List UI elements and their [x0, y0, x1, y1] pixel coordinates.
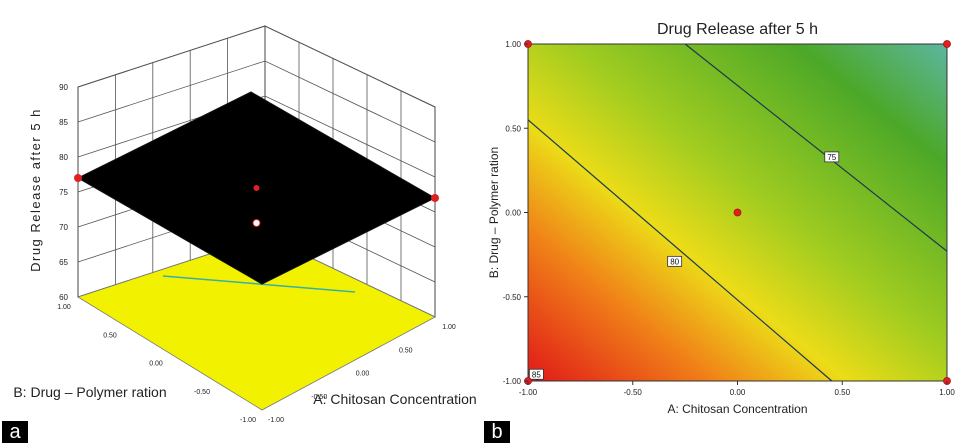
contour-label: 75	[827, 153, 836, 162]
y-tick-label: -0.50	[503, 293, 522, 302]
z-tick-label: 85	[59, 118, 68, 127]
design-point	[733, 208, 742, 217]
design-point	[252, 219, 261, 227]
z-tick-label: 65	[59, 258, 68, 267]
x-tick-label: 0.50	[834, 388, 850, 397]
wall-gridline	[77, 95, 436, 178]
z-tick-label: 75	[59, 188, 68, 197]
y-tick-label: -1.00	[240, 417, 256, 424]
contour-label-box	[667, 255, 683, 267]
contour-label-box	[528, 368, 544, 380]
x-tick-label: -1.00	[519, 388, 538, 397]
surface-plot: 90 85 80 75 70 65 60 1.00 0.50 0.00 -0.50 -1.00 -1.0…	[13, 25, 477, 424]
z-tick-label: 80	[59, 153, 68, 162]
y-tick-label: 1.00	[57, 304, 71, 311]
design-point	[253, 185, 260, 191]
surface-plot-panel: 90 85 80 75 70 65 60 1.00 0.50 0.00 -0.50 -1.00 -1.0…	[0, 0, 482, 443]
wall-gridline	[77, 25, 436, 108]
contour-plot: Drug Release after 5 h 75 80 85 -1.00 -0.50 0.…	[487, 21, 955, 416]
y-axis-title: B: Drug – Polymer ration	[487, 147, 501, 278]
floor-contour-line	[162, 275, 356, 293]
surface-axes: 90 85 80 75 70 65 60 1.00 0.50 0.00 -0.50 -1.00 -1.0…	[13, 25, 477, 424]
x-tick-label: 1.00	[939, 388, 955, 397]
y-tick-label: 0.50	[103, 332, 117, 339]
x-tick-label: 1.00	[442, 324, 456, 331]
contour-label: 80	[670, 257, 679, 266]
z-axis-title: Drug Release after 5 h	[28, 108, 43, 272]
contour-line	[527, 119, 833, 382]
y-tick-label: 0.00	[505, 209, 521, 218]
y-axis-title: B: Drug – Polymer ration	[13, 384, 166, 400]
contour-label-box	[824, 151, 840, 163]
y-tick-label: -0.50	[194, 389, 210, 396]
design-point	[431, 194, 439, 202]
contour-plot-panel: Drug Release after 5 h 75 80 85 -1.00 -0.50 0.…	[484, 0, 965, 443]
floor-projection	[77, 235, 436, 411]
x-tick-label: -0.50	[311, 394, 327, 401]
x-tick-label: -0.50	[624, 388, 643, 397]
y-tick-label: 0.50	[505, 124, 521, 133]
x-axis-title: A: Chitosan Concentration	[313, 391, 476, 407]
x-tick-label: 0.00	[356, 371, 370, 378]
x-axis-title: A: Chitosan Concentration	[667, 402, 807, 416]
contour-line	[684, 43, 948, 252]
y-tick-label: 1.00	[505, 40, 521, 49]
z-tick-label: 70	[59, 223, 68, 232]
x-tick-label: 0.50	[399, 347, 413, 354]
z-tick-label: 90	[59, 83, 68, 92]
x-tick-label: -1.00	[268, 417, 284, 424]
y-tick-label: 0.00	[149, 361, 163, 368]
design-point	[74, 174, 82, 182]
contour-label: 85	[532, 370, 541, 379]
chart-title: Drug Release after 5 h	[657, 21, 818, 38]
design-point	[943, 40, 951, 48]
wall-gridline	[77, 60, 436, 143]
panel-label-a: a	[2, 421, 28, 443]
y-tick-label: -1.00	[503, 377, 522, 386]
panel-label-b: b	[484, 421, 510, 443]
x-tick-label: 0.00	[730, 388, 746, 397]
z-tick-label: 60	[59, 293, 68, 302]
contour-axes: Drug Release after 5 h 75 80 85 -1.00 -0.50 0.…	[487, 21, 955, 416]
